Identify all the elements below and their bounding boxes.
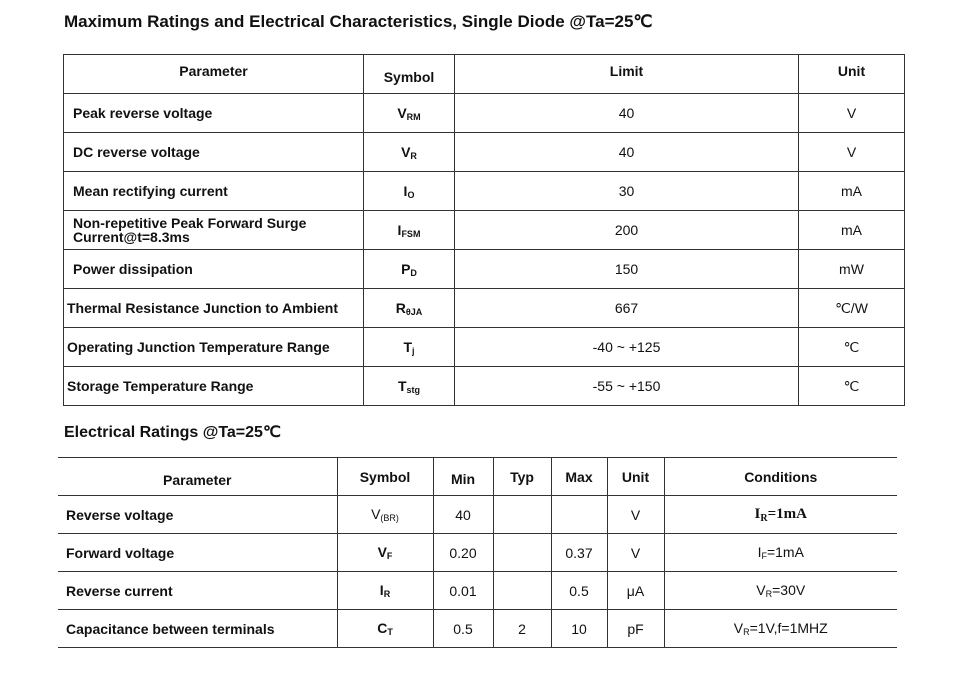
limit-cell: -55 ~ +150 [454, 366, 799, 406]
symbol-cell: VR [363, 132, 455, 172]
table-row: Operating Junction Temperature Range Tj … [63, 327, 905, 367]
symbol-cell: IR [336, 571, 433, 610]
table-row: Forward voltage VF 0.20 0.37 V IF=1mA [58, 533, 897, 572]
table-row: Reverse voltage V(BR) 40 V IR=1mA [58, 495, 897, 534]
header-max: Max [550, 457, 607, 496]
typ-cell [492, 495, 551, 534]
unit-cell: ℃ [798, 327, 905, 367]
table-row: Storage Temperature Range Tstg -55 ~ +15… [63, 366, 905, 406]
limit-cell: 30 [454, 171, 799, 211]
limit-cell: 200 [454, 210, 799, 250]
unit-cell: pF [606, 609, 664, 648]
max-cell: 0.5 [550, 571, 607, 610]
unit-cell: ℃ [798, 366, 905, 406]
typ-cell: 2 [492, 609, 551, 648]
unit-cell: mA [798, 210, 905, 250]
header-typ: Typ [492, 457, 551, 496]
param-cell: Reverse voltage [58, 495, 337, 534]
header-unit: Unit [606, 457, 664, 496]
symbol-cell: IO [363, 171, 455, 211]
limit-cell: -40 ~ +125 [454, 327, 799, 367]
header-min: Min [432, 457, 493, 496]
max-cell [550, 495, 607, 534]
param-cell: Reverse current [58, 571, 337, 610]
symbol-cell: IFSM [363, 210, 455, 250]
param-cell: DC reverse voltage [63, 132, 364, 172]
symbol-cell: V(BR) [336, 495, 433, 534]
max-ratings-table: Parameter Symbol Limit Unit Peak reverse… [63, 54, 905, 406]
electrical-ratings-table: Parameter Symbol Min Typ Max Unit Condit… [58, 457, 897, 648]
table-row: Thermal Resistance Junction to Ambient R… [63, 288, 905, 328]
param-cell: Power dissipation [63, 249, 364, 289]
table-row: Peak reverse voltage VRM 40 V [63, 93, 905, 133]
max-cell: 0.37 [550, 533, 607, 572]
conditions-cell: IR=1mA [663, 495, 897, 534]
header-symbol: Symbol [363, 54, 455, 94]
header-parameter: Parameter [58, 457, 337, 496]
unit-cell: mA [798, 171, 905, 211]
unit-cell: V [606, 495, 664, 534]
limit-cell: 40 [454, 93, 799, 133]
conditions-cell: VR=30V [663, 571, 897, 610]
param-cell: Non-repetitive Peak Forward Surge Current… [63, 210, 364, 250]
table-row: Capacitance between terminals CT 0.5 2 1… [58, 609, 897, 648]
unit-cell: V [798, 132, 905, 172]
param-cell: Mean rectifying current [63, 171, 364, 211]
typ-cell [492, 533, 551, 572]
limit-cell: 667 [454, 288, 799, 328]
conditions-cell: VR=1V,f=1MHZ [663, 609, 897, 648]
limit-cell: 150 [454, 249, 799, 289]
unit-cell: ℃/W [798, 288, 905, 328]
table-header-row: Parameter Symbol Limit Unit [63, 54, 905, 94]
min-cell: 0.20 [432, 533, 493, 572]
page-title: Maximum Ratings and Electrical Character… [64, 12, 653, 31]
table-row: Reverse current IR 0.01 0.5 μA VR=30V [58, 571, 897, 610]
table-row: Mean rectifying current IO 30 mA [63, 171, 905, 211]
param-cell: Operating Junction Temperature Range [63, 327, 364, 367]
param-cell: Peak reverse voltage [63, 93, 364, 133]
table-header-row: Parameter Symbol Min Typ Max Unit Condit… [58, 457, 897, 496]
table-row: Power dissipation PD 150 mW [63, 249, 905, 289]
header-unit: Unit [798, 54, 905, 94]
min-cell: 0.5 [432, 609, 493, 648]
section-title: Electrical Ratings @Ta=25℃ [64, 424, 281, 441]
typ-cell [492, 571, 551, 610]
symbol-cell: Tstg [363, 366, 455, 406]
symbol-cell: VRM [363, 93, 455, 133]
symbol-cell: Tj [363, 327, 455, 367]
param-cell: Forward voltage [58, 533, 337, 572]
header-conditions: Conditions [663, 457, 897, 496]
header-symbol: Symbol [336, 457, 433, 496]
max-cell: 10 [550, 609, 607, 648]
unit-cell: V [798, 93, 905, 133]
min-cell: 0.01 [432, 571, 493, 610]
unit-cell: V [606, 533, 664, 572]
limit-cell: 40 [454, 132, 799, 172]
symbol-cell: CT [336, 609, 433, 648]
conditions-cell: IF=1mA [663, 533, 897, 572]
param-cell: Capacitance between terminals [58, 609, 337, 648]
header-limit: Limit [454, 54, 799, 94]
param-cell: Storage Temperature Range [63, 366, 364, 406]
symbol-cell: VF [336, 533, 433, 572]
unit-cell: mW [798, 249, 905, 289]
unit-cell: μA [606, 571, 664, 610]
header-parameter: Parameter [63, 54, 364, 94]
symbol-cell: RθJA [363, 288, 455, 328]
table-row: DC reverse voltage VR 40 V [63, 132, 905, 172]
min-cell: 40 [432, 495, 493, 534]
symbol-cell: PD [363, 249, 455, 289]
table-row: Non-repetitive Peak Forward Surge Current… [63, 210, 905, 250]
param-cell: Thermal Resistance Junction to Ambient [63, 288, 364, 328]
